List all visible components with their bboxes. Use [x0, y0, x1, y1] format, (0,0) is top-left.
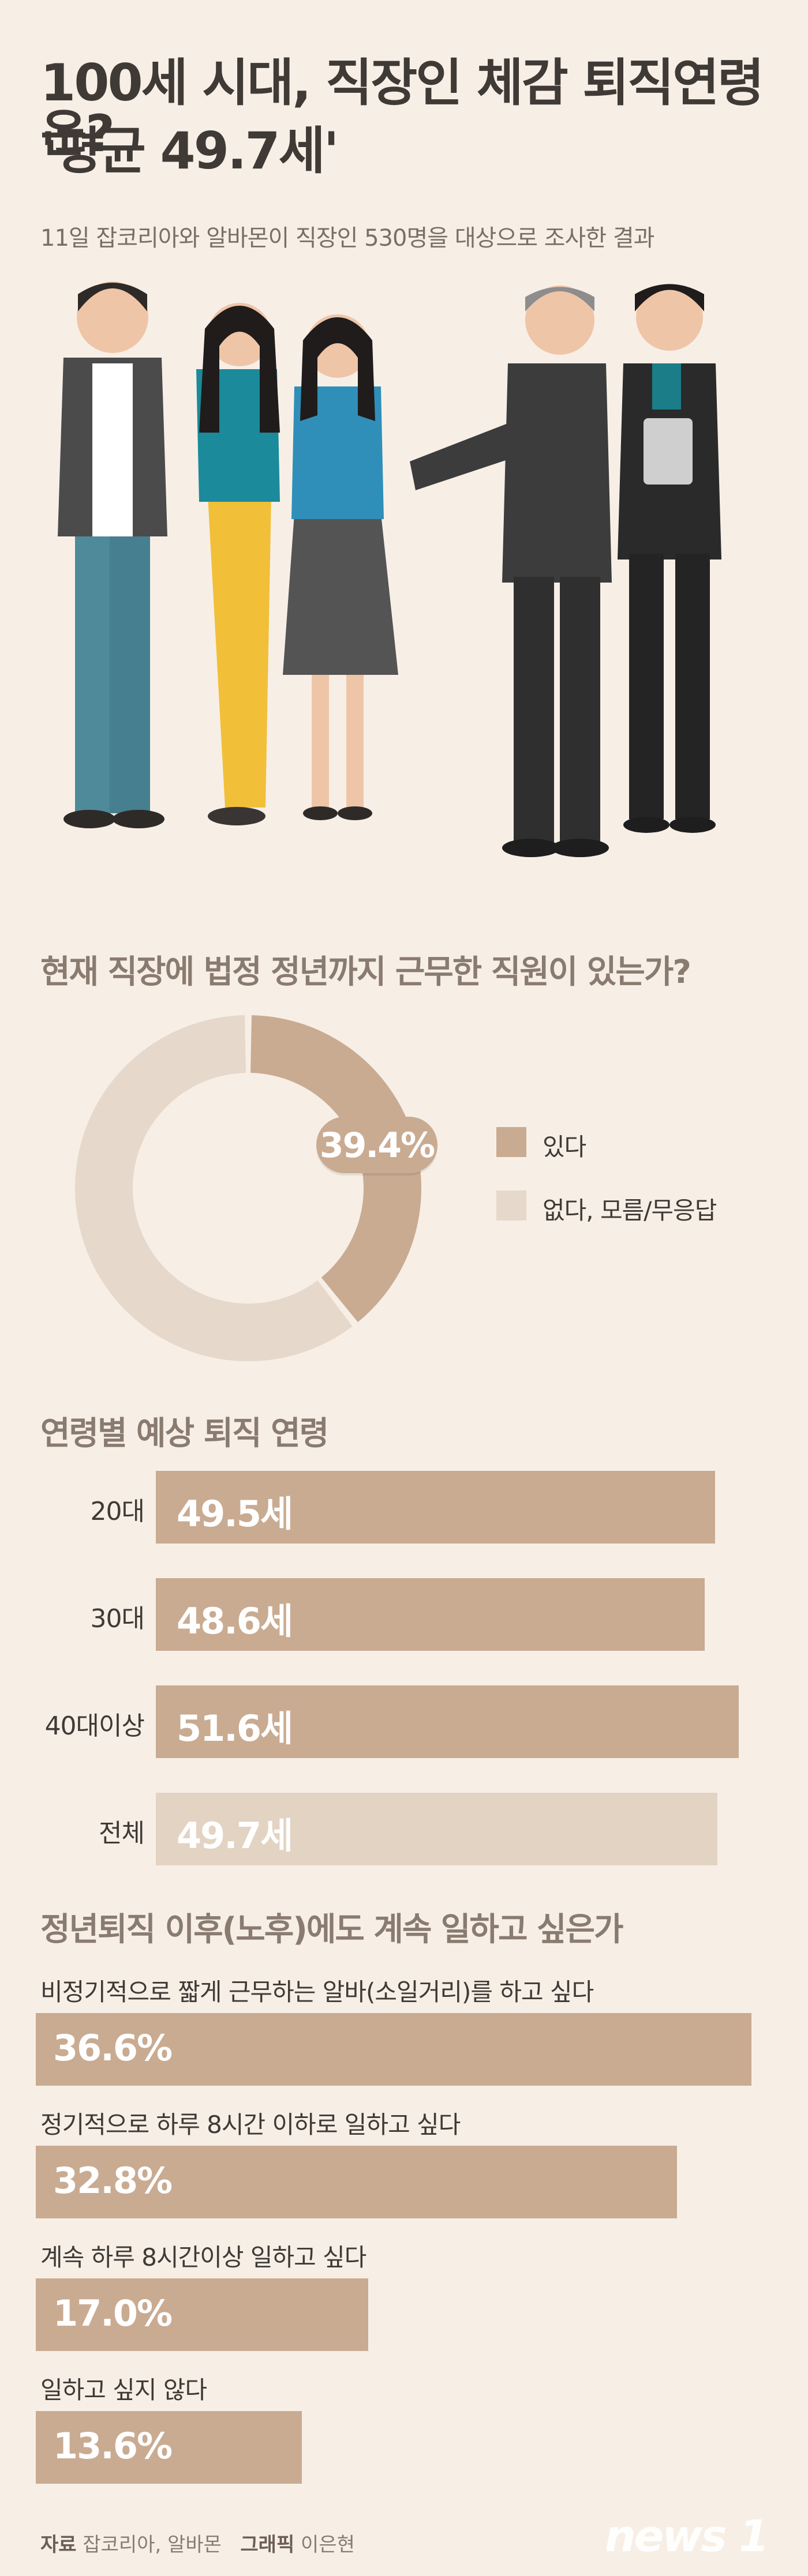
- age-bar-label-3: 전체: [99, 1819, 145, 1848]
- post-bar-value-3: 13.6%: [53, 2425, 173, 2467]
- age-bar-2: [156, 1685, 739, 1758]
- legend-label-no: 없다, 모름/무응답: [543, 1196, 717, 1225]
- post-bar-1: [36, 2146, 677, 2218]
- legend-swatch-no: [496, 1191, 526, 1221]
- news1-logo: news 1: [604, 2510, 769, 2562]
- worker-man-gray-jacket-figure: [58, 281, 167, 828]
- post-bar-0: [36, 2013, 751, 2086]
- post-bar-3: [36, 2411, 302, 2484]
- post-bar-value-1: 32.8%: [53, 2160, 173, 2202]
- age-bar-label-0: 20대: [90, 1497, 145, 1526]
- worker-woman-yellow-pants-figure: [196, 303, 280, 825]
- age-chart-title: 연령별 예상 퇴직 연령: [40, 1415, 329, 1452]
- age-bar-0: [156, 1471, 715, 1544]
- post-bar-label-0: 비정기적으로 짧게 근무하는 알바(소일거리)를 하고 싶다: [40, 1978, 594, 2006]
- worker-man-tablet-figure: [618, 284, 721, 833]
- page-title-line1: 100세 시대, 직장인 체감 퇴직연령은?: [40, 53, 764, 163]
- donut-data-label-bubble: [316, 1117, 437, 1173]
- post-bar-value-0: 36.6%: [53, 2027, 173, 2069]
- source-text: 잡코리아, 알바몬: [83, 2533, 222, 2556]
- post-bar-label-3: 일하고 싶지 않다: [40, 2376, 207, 2404]
- page-title-line2: '평균 49.7세': [40, 121, 339, 181]
- donut-data-label: 39.4%: [319, 1125, 435, 1166]
- post-bar-value-2: 17.0%: [53, 2292, 173, 2334]
- age-bar-3: [156, 1793, 717, 1865]
- office-workers-illustration: [58, 281, 721, 857]
- donut-chart: [75, 1015, 422, 1361]
- footer-credits: 자료 잡코리아, 알바몬 그래픽 이은현: [40, 2529, 355, 2557]
- legend-label-yes: 있다: [543, 1133, 586, 1161]
- graphic-credit: 이은현: [301, 2533, 355, 2556]
- age-bar-label-2: 40대이상: [44, 1711, 145, 1741]
- age-bar-value-0: 49.5세: [177, 1493, 293, 1535]
- post-bar-2: [36, 2278, 368, 2351]
- graphic-label: 그래픽: [240, 2533, 295, 2556]
- post-bar-label-1: 정기적으로 하루 8시간 이하로 일하고 싶다: [40, 2111, 461, 2139]
- age-bar-value-1: 48.6세: [177, 1600, 293, 1642]
- worker-older-man-dark-suit-figure: [410, 286, 612, 857]
- age-bar-value-3: 49.7세: [177, 1815, 293, 1857]
- post-retirement-chart-title: 정년퇴직 이후(노후)에도 계속 일하고 싶은가: [40, 1911, 624, 1948]
- source-label: 자료: [40, 2533, 77, 2556]
- donut-chart-title: 현재 직장에 법정 정년까지 근무한 직원이 있는가?: [40, 953, 691, 991]
- donut-slice-0: [250, 1015, 422, 1323]
- donut-slice-1: [75, 1015, 353, 1361]
- age-bar-value-2: 51.6세: [177, 1707, 293, 1749]
- legend-swatch-yes: [496, 1127, 526, 1157]
- age-bar-1: [156, 1578, 705, 1651]
- worker-woman-dark-skirt-figure: [283, 314, 398, 820]
- post-bar-label-2: 계속 하루 8시간이상 일하고 싶다: [40, 2243, 366, 2271]
- page-subtitle: 11일 잡코리아와 알바몬이 직장인 530명을 대상으로 조사한 결과: [40, 225, 654, 251]
- age-bar-label-1: 30대: [90, 1604, 145, 1634]
